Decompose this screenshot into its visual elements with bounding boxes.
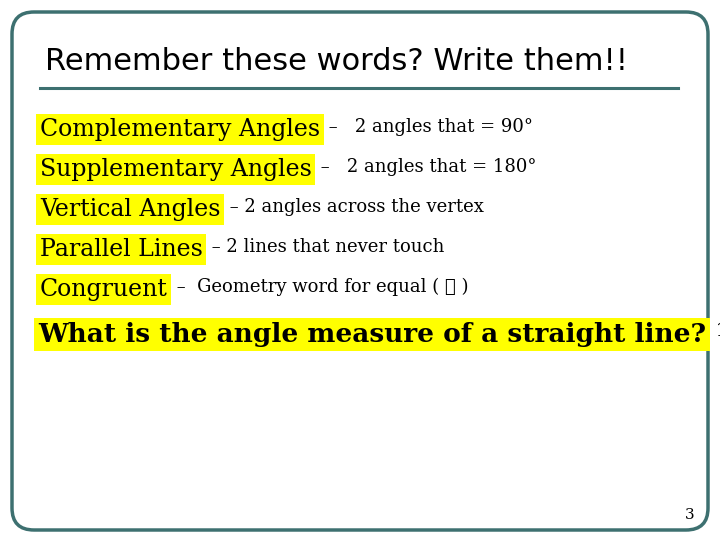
Text: What is the angle measure of a straight line?: What is the angle measure of a straight … [38,322,706,347]
Text: Supplementary Angles: Supplementary Angles [40,158,312,181]
Text: Congruent: Congruent [40,278,168,301]
FancyBboxPatch shape [12,12,708,530]
Text: Parallel Lines: Parallel Lines [40,238,203,261]
Text: –   2 angles that = 180°: – 2 angles that = 180° [315,158,536,176]
Text: 180°: 180° [710,322,720,340]
Text: –  Geometry word for equal ( ≅ ): – Geometry word for equal ( ≅ ) [171,278,469,296]
Text: Complementary Angles: Complementary Angles [40,118,320,141]
Text: – 2 angles across the vertex: – 2 angles across the vertex [223,198,483,216]
Text: – 2 lines that never touch: – 2 lines that never touch [206,238,444,256]
Text: –   2 angles that = 90°: – 2 angles that = 90° [323,118,533,136]
Text: Vertical Angles: Vertical Angles [40,198,220,221]
Text: 3: 3 [685,508,695,522]
Text: Remember these words? Write them!!: Remember these words? Write them!! [45,47,628,76]
